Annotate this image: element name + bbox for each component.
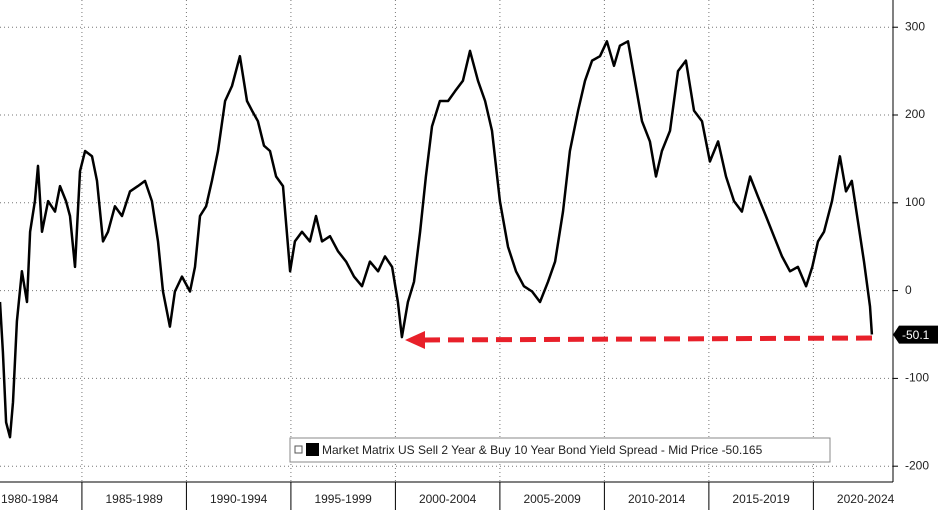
x-tick-label: 2020-2024	[837, 492, 895, 506]
y-tick-label: 100	[905, 195, 925, 209]
x-tick-label: 2000-2004	[419, 492, 477, 506]
y-tick-label: -100	[905, 371, 929, 385]
last-value-label: -50.1	[902, 328, 930, 342]
y-tick-label: 200	[905, 107, 925, 121]
line-series	[0, 40, 874, 439]
legend-toggle[interactable]	[294, 445, 303, 454]
legend-swatch	[306, 443, 319, 456]
last-value-tag	[893, 325, 938, 344]
x-tick-label: 2015-2019	[732, 492, 790, 506]
plot	[0, 40, 874, 439]
y-tick-label: 300	[905, 19, 925, 33]
x-tick-label: 2005-2009	[523, 492, 581, 506]
legend: Market Matrix US Sell 2 Year & Buy 10 Ye…	[289, 437, 831, 463]
legend-label: Market Matrix US Sell 2 Year & Buy 10 Ye…	[322, 443, 763, 457]
legend-last-value: -50.165	[722, 443, 763, 457]
x-tick-label: 1995-1999	[314, 492, 372, 506]
x-tick-label: 2010-2014	[628, 492, 686, 506]
x-tick-label: 1985-1989	[105, 492, 163, 506]
grid	[0, 0, 893, 482]
x-tick-label: 1990-1994	[210, 492, 268, 506]
y-tick-label: -200	[905, 458, 929, 472]
annotation-arrow	[421, 335, 873, 343]
y-tick-label: 0	[905, 283, 912, 297]
x-tick-label: 1980-1984	[1, 492, 59, 506]
legend-name: Market Matrix US Sell 2 Year & Buy 10 Ye…	[322, 443, 719, 457]
annotation-arrowhead	[405, 331, 425, 349]
legend-box	[289, 437, 831, 463]
